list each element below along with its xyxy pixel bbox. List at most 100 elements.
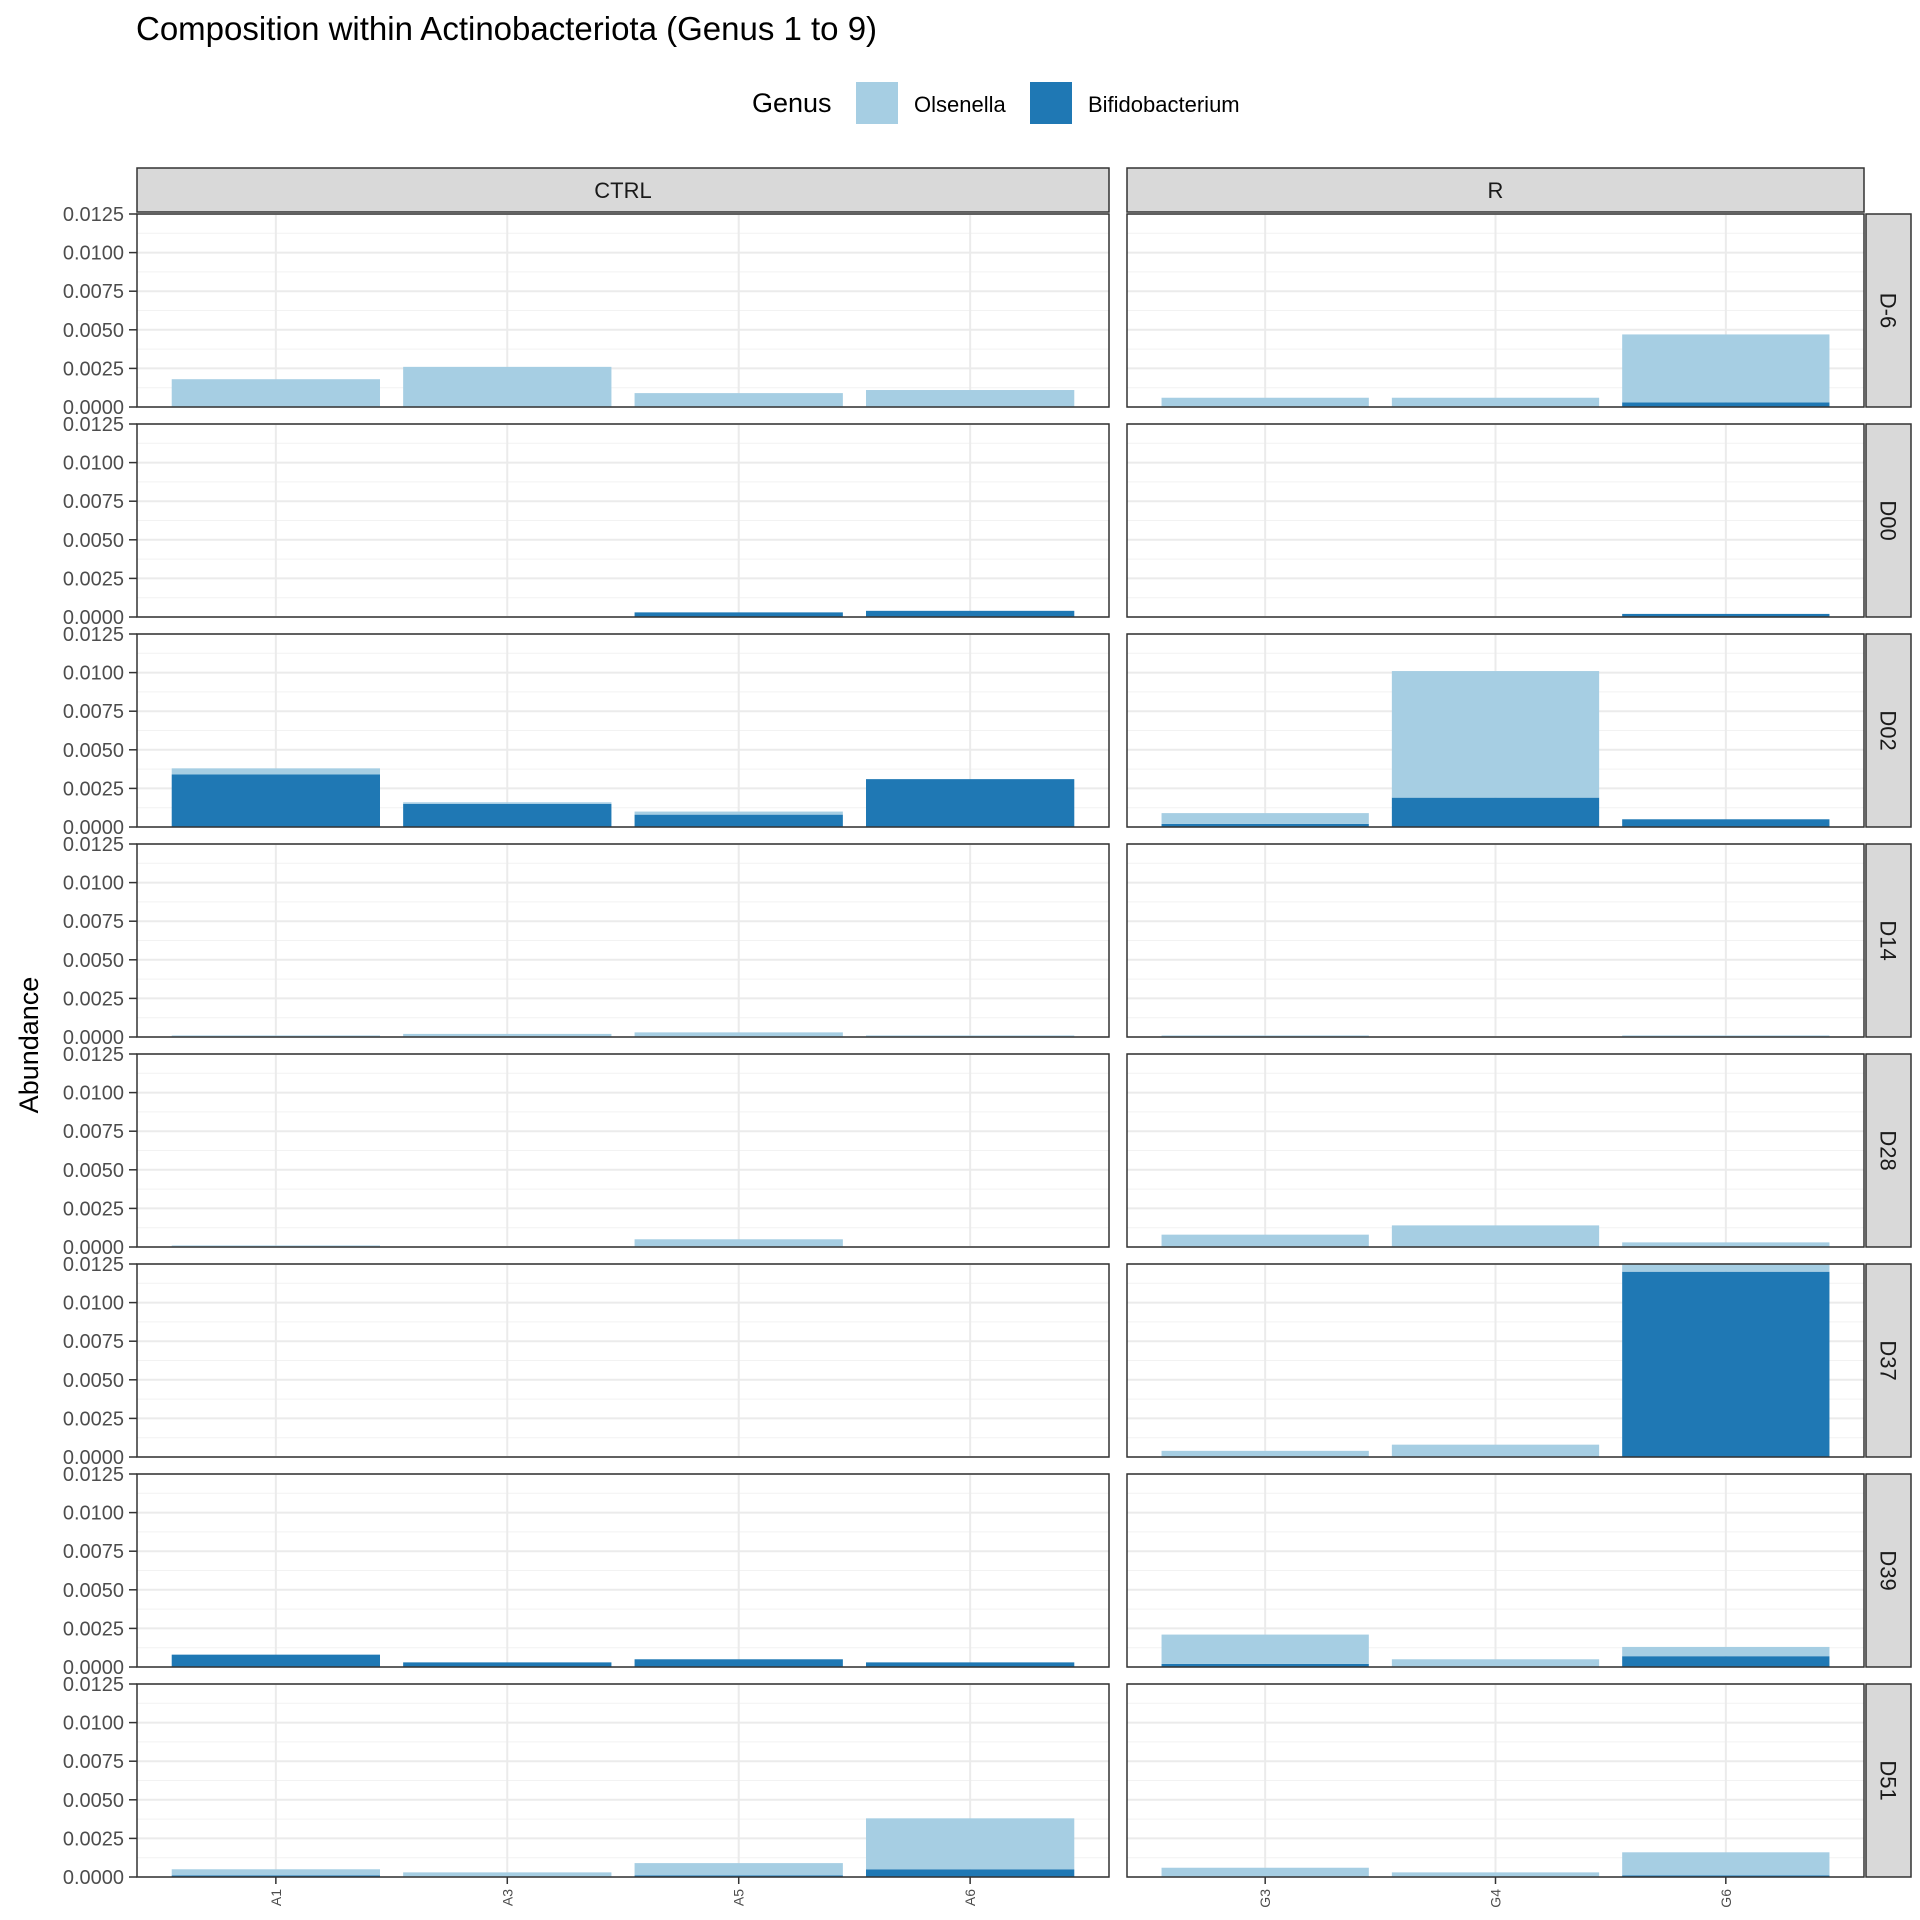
y-tick-label: 0.0100 bbox=[63, 1713, 124, 1735]
y-tick-label: 0.0100 bbox=[63, 1293, 124, 1315]
strip-label-d00: D00 bbox=[1876, 500, 1901, 540]
bar-olsenella-g6-d51 bbox=[1622, 1852, 1830, 1876]
bar-olsenella-g3-d14 bbox=[1161, 1035, 1369, 1037]
bar-olsenella-a5-d14 bbox=[634, 1032, 843, 1037]
bar-bifidobacterium-a5-d51 bbox=[634, 1875, 843, 1877]
x-tick-label-g3: G3 bbox=[1257, 1889, 1273, 1908]
bar-bifidobacterium-a1-d51 bbox=[171, 1875, 380, 1877]
y-tick-label: 0.0025 bbox=[63, 1828, 124, 1850]
y-tick-label: 0.0125 bbox=[63, 1464, 124, 1486]
bar-olsenella-a6-d51 bbox=[866, 1818, 1075, 1870]
bar-olsenella-g6-d-6 bbox=[1622, 334, 1830, 403]
bar-bifidobacterium-a6-d51 bbox=[866, 1869, 1075, 1877]
strip-label-d39: D39 bbox=[1876, 1550, 1901, 1590]
x-tick-label-a1: A1 bbox=[268, 1889, 284, 1906]
bar-bifidobacterium-a6-d02 bbox=[866, 779, 1075, 827]
y-tick-label: 0.0075 bbox=[63, 1121, 124, 1143]
y-tick-label: 0.0050 bbox=[63, 1160, 124, 1182]
strip-label-d51: D51 bbox=[1876, 1760, 1901, 1800]
bar-bifidobacterium-a1-d02 bbox=[171, 774, 380, 827]
bar-olsenella-g3-d39 bbox=[1161, 1634, 1369, 1664]
panel-border bbox=[1126, 1473, 1865, 1668]
bar-olsenella-a5-d-6 bbox=[634, 393, 843, 407]
bar-olsenella-g6-d14 bbox=[1622, 1035, 1830, 1037]
bar-olsenella-g3-d37 bbox=[1161, 1450, 1369, 1457]
legend-title: Genus bbox=[752, 88, 832, 118]
y-tick-label: 0.0050 bbox=[63, 530, 124, 552]
y-axis-title: Abundance bbox=[14, 977, 44, 1114]
y-tick-label: 0.0025 bbox=[63, 358, 124, 380]
y-tick-label: 0.0025 bbox=[63, 988, 124, 1010]
y-tick-label: 0.0075 bbox=[63, 1751, 124, 1773]
panel-border bbox=[136, 1473, 1110, 1668]
legend-label-bifidobacterium: Bifidobacterium bbox=[1088, 92, 1240, 117]
y-tick-label: 0.0075 bbox=[63, 1541, 124, 1563]
bar-bifidobacterium-g6-d00 bbox=[1622, 613, 1830, 617]
y-tick-label: 0.0125 bbox=[63, 414, 124, 436]
y-tick-label: 0.0050 bbox=[63, 950, 124, 972]
bar-olsenella-a1-d28 bbox=[171, 1245, 380, 1247]
y-tick-label: 0.0000 bbox=[63, 1027, 124, 1049]
bar-bifidobacterium-g6-d39 bbox=[1622, 1656, 1830, 1667]
bar-olsenella-g6-d28 bbox=[1622, 1242, 1830, 1247]
y-tick-label: 0.0050 bbox=[63, 740, 124, 762]
strip-label-d37: D37 bbox=[1876, 1340, 1901, 1380]
y-tick-label: 0.0050 bbox=[63, 320, 124, 342]
bar-bifidobacterium-a5-d00 bbox=[634, 612, 843, 617]
panel-border bbox=[136, 423, 1110, 618]
bar-olsenella-g3-d28 bbox=[1161, 1234, 1369, 1247]
y-tick-label: 0.0050 bbox=[63, 1580, 124, 1602]
bar-olsenella-g4-d02 bbox=[1391, 671, 1600, 798]
bar-bifidobacterium-g3-d02 bbox=[1161, 823, 1369, 827]
bar-olsenella-a5-d28 bbox=[634, 1239, 843, 1247]
panel-border bbox=[136, 843, 1110, 1038]
bar-bifidobacterium-g6-d02 bbox=[1622, 819, 1830, 827]
bar-olsenella-a1-d-6 bbox=[171, 379, 380, 407]
y-tick-label: 0.0125 bbox=[63, 624, 124, 646]
y-tick-label: 0.0075 bbox=[63, 1331, 124, 1353]
bar-olsenella-g3-d-6 bbox=[1161, 397, 1369, 407]
legend-label-olsenella: Olsenella bbox=[914, 92, 1006, 117]
strip-r bbox=[1126, 167, 1865, 213]
y-tick-label: 0.0100 bbox=[63, 453, 124, 475]
bar-bifidobacterium-a3-d02 bbox=[403, 803, 612, 827]
bar-olsenella-a3-d02 bbox=[403, 802, 612, 804]
y-tick-label: 0.0000 bbox=[63, 607, 124, 629]
strip-ctrl bbox=[136, 167, 1110, 213]
bar-olsenella-g4-d-6 bbox=[1391, 397, 1600, 407]
bar-bifidobacterium-a5-d39 bbox=[634, 1659, 843, 1667]
y-tick-label: 0.0050 bbox=[63, 1790, 124, 1812]
bar-bifidobacterium-g4-d02 bbox=[1391, 797, 1600, 827]
bar-bifidobacterium-a6-d00 bbox=[866, 610, 1075, 617]
y-tick-label: 0.0025 bbox=[63, 568, 124, 590]
bar-bifidobacterium-g6-d51 bbox=[1622, 1875, 1830, 1877]
panel-border bbox=[1126, 213, 1865, 408]
strip-label-d-6: D-6 bbox=[1876, 293, 1901, 328]
bar-olsenella-g6-d37 bbox=[1622, 1264, 1830, 1272]
bar-olsenella-a5-d02 bbox=[634, 811, 843, 815]
y-tick-label: 0.0050 bbox=[63, 1370, 124, 1392]
y-tick-label: 0.0025 bbox=[63, 778, 124, 800]
y-tick-label: 0.0075 bbox=[63, 701, 124, 723]
bar-olsenella-g4-d37 bbox=[1391, 1444, 1600, 1457]
y-tick-label: 0.0075 bbox=[63, 281, 124, 303]
strip-label-r: R bbox=[1488, 178, 1504, 203]
strip-d39 bbox=[1865, 1473, 1912, 1668]
y-tick-label: 0.0075 bbox=[63, 491, 124, 513]
panel-border bbox=[136, 1263, 1110, 1458]
y-tick-label: 0.0100 bbox=[63, 1503, 124, 1525]
y-tick-label: 0.0125 bbox=[63, 1674, 124, 1696]
strip-label-ctrl: CTRL bbox=[594, 178, 651, 203]
bar-bifidobacterium-a5-d02 bbox=[634, 814, 843, 827]
bar-olsenella-a1-d02 bbox=[171, 768, 380, 775]
x-tick-label-a3: A3 bbox=[499, 1889, 515, 1906]
x-tick-label-a6: A6 bbox=[962, 1889, 978, 1906]
bar-olsenella-a6-d-6 bbox=[866, 390, 1075, 407]
strip-d51 bbox=[1865, 1683, 1912, 1878]
y-tick-label: 0.0000 bbox=[63, 1237, 124, 1259]
strip-d37 bbox=[1865, 1263, 1912, 1458]
bar-olsenella-g3-d02 bbox=[1161, 813, 1369, 824]
y-tick-label: 0.0100 bbox=[63, 1083, 124, 1105]
bar-bifidobacterium-a1-d39 bbox=[171, 1654, 380, 1667]
